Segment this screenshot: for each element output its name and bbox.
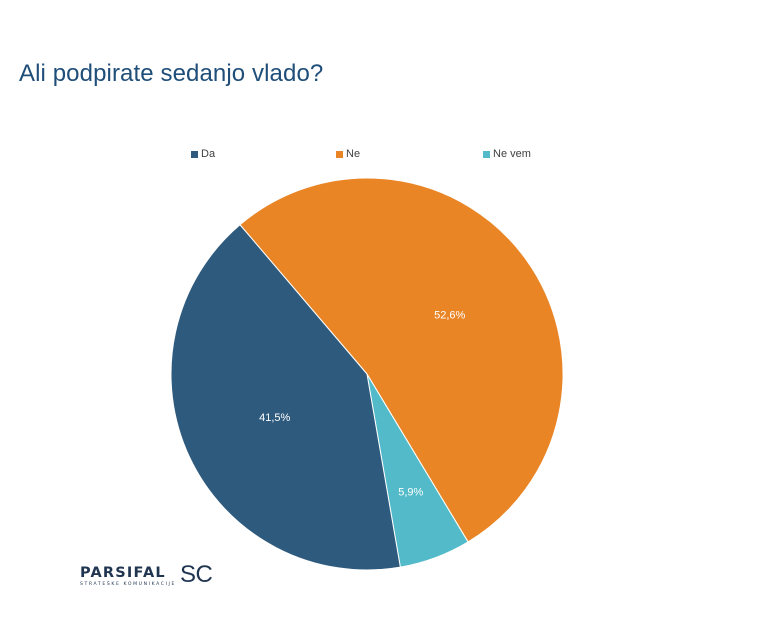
legend-label-ne: Ne — [346, 148, 361, 160]
legend-item-ne-vem: Ne vem — [483, 148, 531, 160]
legend-item-ne: Ne — [336, 148, 360, 160]
pie-label-ne: 52,6% — [434, 309, 465, 321]
legend-label-da: Da — [201, 148, 216, 160]
legend-swatch-ne — [336, 150, 343, 158]
logo-subtitle-text: STRATEŠKE KOMUNIKACIJE — [80, 582, 177, 587]
pie-label-ne-vem: 5,9% — [398, 487, 423, 499]
parsifal-logo: PARSIFAL SC STRATEŠKE KOMUNIKACIJE — [80, 561, 220, 593]
page-title: Ali podpirate sedanjo vlado? — [19, 60, 324, 87]
logo-main-text: PARSIFAL — [80, 565, 166, 581]
pie-slice-ne — [239, 177, 564, 543]
pie-slice-da — [170, 224, 401, 571]
legend-swatch-ne-vem — [483, 150, 490, 158]
chart-legend: Da Ne Ne vem — [0, 148, 759, 164]
legend-swatch-da — [191, 150, 198, 158]
pie-label-da: 41,5% — [259, 412, 290, 424]
legend-label-ne-vem: Ne vem — [493, 148, 531, 160]
logo-suffix-text: SC — [180, 561, 213, 588]
legend-item-da: Da — [191, 148, 215, 160]
